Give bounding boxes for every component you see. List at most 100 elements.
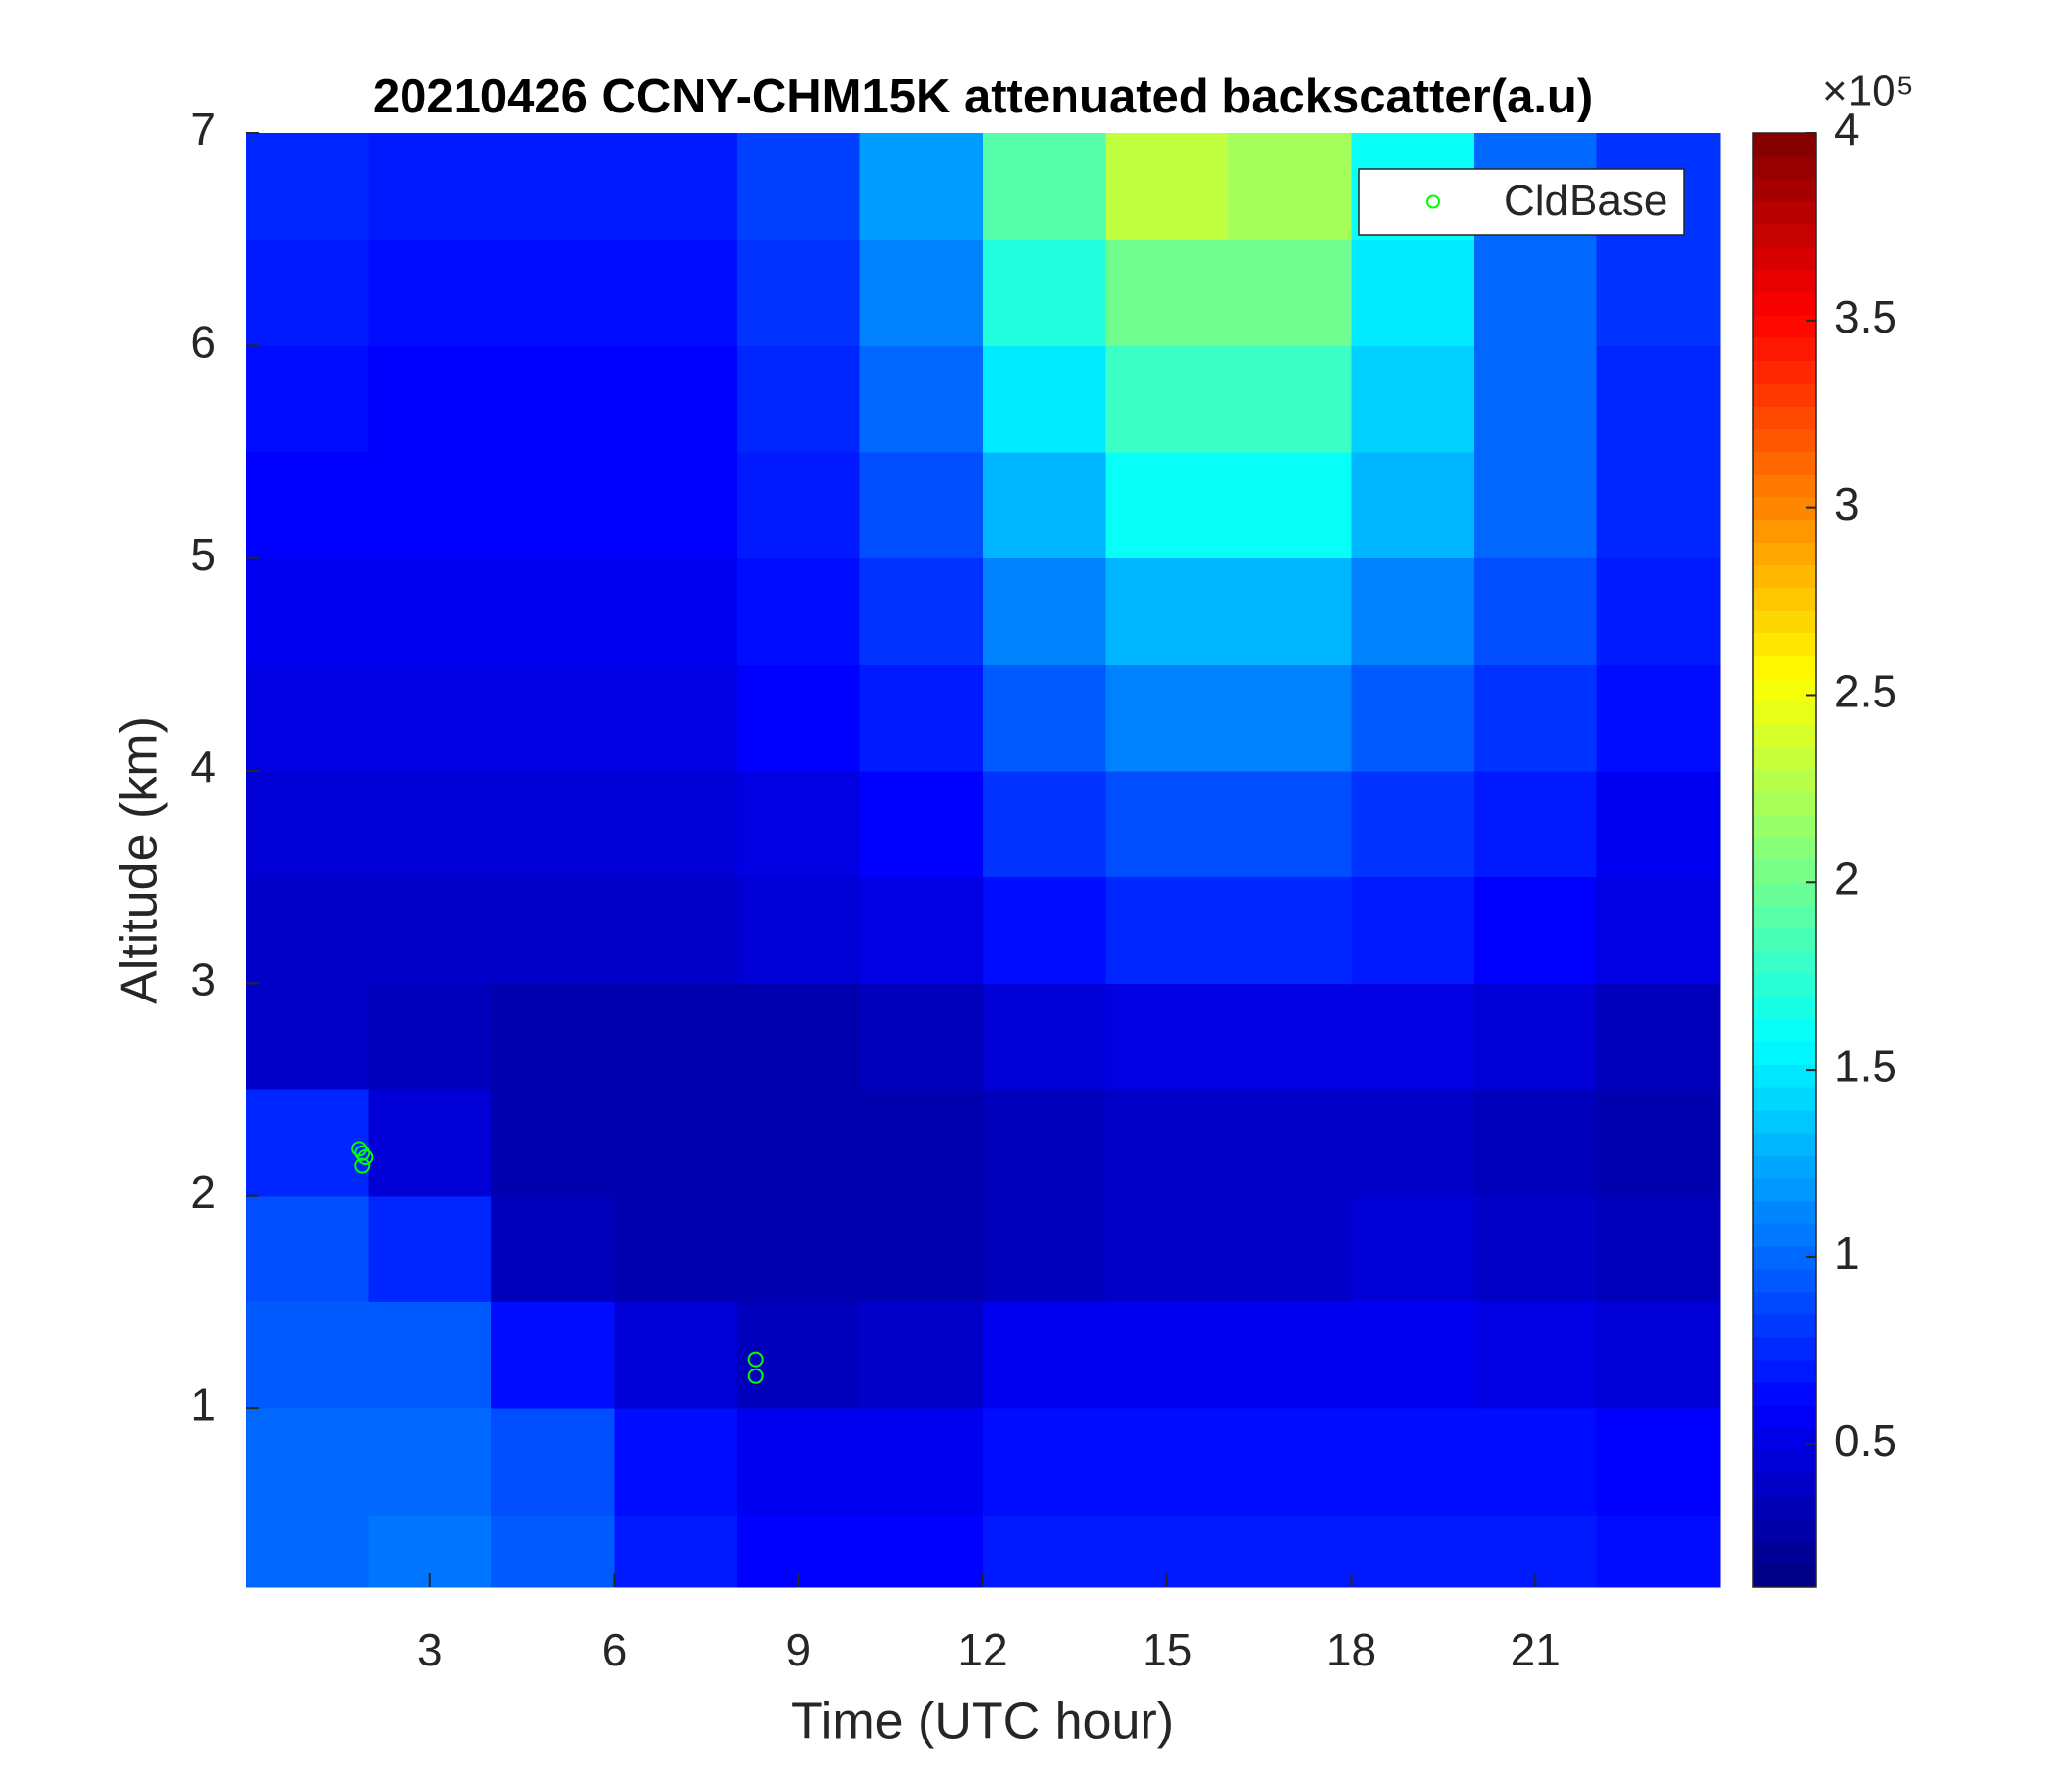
heatmap-cell [614,133,738,241]
heatmap-cell [368,1089,492,1197]
heatmap [246,133,1721,1588]
colorbar-swatch [1753,1268,1816,1293]
heatmap-cell [614,1195,738,1302]
heatmap-cell [614,557,738,665]
heatmap-cell [368,1408,492,1516]
colorbar-swatch [1753,950,1816,975]
heatmap-cell [1228,345,1352,453]
heatmap-cell [859,239,984,346]
colorbar-swatch [1753,519,1816,543]
x-tick-label: 15 [1142,1624,1192,1675]
heatmap-cell [491,345,615,453]
x-tick-label: 9 [785,1624,811,1675]
legend-box [1358,168,1685,236]
heatmap-cell [737,876,860,984]
heatmap-cell [368,557,492,665]
heatmap-cell [491,1514,615,1588]
heatmap-cell [1105,876,1229,984]
colorbar-swatch [1753,406,1816,429]
heatmap-cell [1474,664,1597,772]
heatmap-cell [491,876,615,984]
heatmap-cell [368,345,492,453]
heatmap-cell [1474,1301,1597,1409]
colorbar-tick-label: 1 [1834,1227,1860,1279]
heatmap-cell [983,1089,1106,1197]
overlay [351,1141,764,1384]
heatmap-cell [737,771,860,878]
heatmap-cell [246,452,369,559]
heatmap-cell [1474,771,1597,878]
heatmap-cell [1474,452,1597,559]
heatmap-cell [246,1514,369,1588]
colorbar-swatch [1753,179,1816,202]
colorbar-swatch [1753,655,1816,679]
y-tick-label: 6 [190,317,216,368]
heatmap-cell [491,983,615,1090]
colorbar-swatch [1753,837,1816,861]
colorbar-swatch [1753,814,1816,839]
heatmap-cell [1105,664,1229,772]
heatmap-cell [1351,557,1475,665]
heatmap-cell [1351,239,1475,346]
heatmap-cell [1474,1408,1597,1516]
heatmap-cell [1228,557,1352,665]
heatmap-cell [246,1089,369,1197]
heatmap-cell [246,876,369,984]
heatmap-cell [1351,771,1475,878]
heatmap-cell [491,1301,615,1409]
colorbar-swatch [1753,1064,1816,1088]
heatmap-cell [1105,133,1229,241]
heatmap-cell [1105,345,1229,453]
colorbar-tick-label: 3 [1834,479,1860,530]
heatmap-cell [1351,1301,1475,1409]
heatmap-cell [246,1408,369,1516]
colorbar-swatch [1753,610,1816,633]
heatmap-cell [246,239,369,346]
colorbar-swatch [1753,337,1816,361]
heatmap-cell [983,1514,1106,1588]
colorbar-swatch [1753,1517,1816,1542]
colorbar-swatch [1753,769,1816,793]
heatmap-cell [1596,664,1721,772]
heatmap-cell [737,1301,860,1409]
heatmap-cell [368,876,492,984]
heatmap-cell [614,1089,738,1197]
heatmap-cell [1228,1089,1352,1197]
colorbar-swatch [1753,1540,1816,1565]
colorbar-swatch [1753,1563,1816,1588]
heatmap-cell [1474,557,1597,665]
heatmap-cell [983,557,1106,665]
colorbar-swatch [1753,1427,1816,1451]
heatmap-cell [737,1089,860,1197]
heatmap-cell [491,239,615,346]
heatmap-cell [1351,345,1475,453]
cloud-base-point [747,1351,764,1368]
colorbar-tick-label: 0.5 [1834,1415,1897,1466]
heatmap-cell [1228,771,1352,878]
colorbar-swatch [1753,1313,1816,1338]
colorbar-swatch [1753,315,1816,338]
heatmap-cell [859,452,984,559]
heatmap-cell [1474,1089,1597,1197]
heatmap-cell [1596,345,1721,453]
colorbar-swatch [1753,133,1816,157]
heatmap-cell [859,1301,984,1409]
heatmap-cell [1596,557,1721,665]
colorbar-tick-label: 2.5 [1834,666,1897,717]
colorbar-swatch [1753,542,1816,565]
heatmap-cell [1228,983,1352,1090]
heatmap-cell [1596,1089,1721,1197]
heatmap-cell [1105,771,1229,878]
heatmap-cell [1228,1408,1352,1516]
legend-marker [1426,194,1440,209]
heatmap-cell [614,452,738,559]
heatmap-cell [983,452,1106,559]
colorbar-swatch [1753,1018,1816,1043]
colorbar-swatch [1753,905,1816,929]
heatmap-cell [1228,664,1352,772]
y-tick-label: 3 [190,954,216,1005]
heatmap-cell [1105,1408,1229,1516]
heatmap-cell [859,345,984,453]
colorbar-swatch [1753,1041,1816,1066]
colorbar-exponent: ×10⁵ [1822,67,1914,115]
